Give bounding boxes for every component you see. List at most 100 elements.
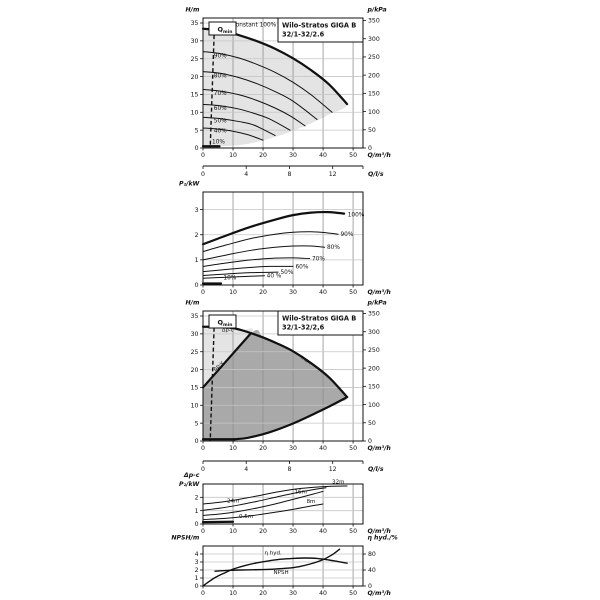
chart-title: 32/1-32/2.6 [282, 31, 325, 39]
qmin-limit-line [209, 327, 215, 442]
curve-label: 24m [227, 498, 239, 504]
right-tick-label: 250 [368, 54, 380, 61]
x-tick-label: 30 [289, 590, 297, 597]
curve-label: 90% [340, 232, 353, 238]
right-tick-label: 200 [368, 365, 380, 372]
x-tick-label: 20 [259, 152, 267, 159]
axis-title: p/kPa [367, 7, 387, 14]
y-tick-label: 1 [195, 257, 199, 264]
series-n-50% [202, 116, 276, 136]
qmin-box [208, 21, 237, 36]
y-tick-label: 0 [195, 282, 199, 289]
series-NPSH [214, 548, 341, 572]
right-tick-label: 350 [368, 18, 380, 25]
x-tick-label: 0 [201, 152, 205, 159]
axis-title: p/kPa [367, 300, 387, 307]
x-tick-label: 40 [319, 528, 327, 535]
x-tick-label: 30 [289, 445, 297, 452]
series-P-70% [202, 257, 311, 267]
curve-label: 80% [214, 73, 227, 79]
plot-frame [202, 483, 364, 525]
x-tick-label: 20 [259, 590, 267, 597]
curve-label: 50% [280, 270, 293, 276]
y-tick-label: 3 [195, 207, 199, 214]
x-tick-label: 10 [229, 289, 237, 296]
x-tick-label: 40 [319, 590, 327, 597]
right-tick-label: 0 [368, 438, 372, 445]
y-tick-label: 30 [191, 331, 199, 338]
axis-title: NPSH/m [171, 535, 200, 542]
curve-label: 10% [212, 139, 225, 145]
curve-label: 60% [214, 106, 227, 112]
series-n-60% [202, 103, 291, 131]
y-tick-label: 2 [195, 567, 199, 574]
x-tick-label: 40 [319, 152, 327, 159]
curve-label: 40% [214, 129, 227, 135]
y-tick-label: 0 [195, 145, 199, 152]
x-tick-label: 50 [349, 528, 357, 535]
series-P-40% [202, 275, 266, 279]
x-tick-label: 0 [201, 528, 205, 535]
axis2-tick-label: 4 [244, 171, 248, 178]
y-tick-label: 5 [195, 420, 199, 427]
curve-label: 90% [214, 54, 227, 60]
axis2-tick-label: 0 [201, 171, 205, 178]
curve-label: 16m [295, 489, 307, 495]
x-tick-label: 10 [229, 590, 237, 597]
series-min-curve [233, 395, 349, 441]
y-tick-label: 15 [191, 385, 199, 392]
curve-label: 70% [214, 91, 227, 97]
axis2-tick-label: 0 [201, 466, 205, 473]
x-tick-label: 50 [349, 590, 357, 597]
y-tick-label: 10 [191, 109, 199, 116]
series-P-50% [202, 271, 279, 276]
y-tick-label: 25 [191, 349, 199, 356]
curve-label: 60% [295, 264, 308, 270]
curve-label: 10% [223, 275, 236, 281]
series-P-80% [202, 245, 326, 261]
right-tick-label: 250 [368, 347, 380, 354]
right-tick-label: 80 [368, 551, 376, 558]
y-tick-label: 2 [195, 495, 199, 502]
dp-v-range [203, 330, 348, 440]
y-tick-label: 35 [191, 20, 199, 27]
right-tick-label: 300 [368, 329, 380, 336]
axis2-title: Q/l/s [368, 466, 384, 473]
series-H-32m [202, 485, 348, 505]
right-tick-label: 40 [368, 567, 376, 574]
y-tick-label: 1 [195, 575, 199, 582]
right-tick-label: 50 [368, 127, 376, 134]
x-tick-label: 20 [259, 289, 267, 296]
series-n-40% [202, 127, 264, 141]
right-tick-label: 100 [368, 109, 380, 116]
series-H-8m [202, 503, 324, 521]
curve-label: 70% [312, 257, 325, 263]
series-n-90% [202, 51, 333, 113]
x-tick-label: 50 [349, 289, 357, 296]
series-n-80% [202, 71, 318, 120]
x-tick-label: 10 [229, 152, 237, 159]
curve-label: NPSH [274, 570, 289, 576]
x-tick-label: 0 [201, 590, 205, 597]
qmin-box [208, 314, 237, 329]
x-tick-label: 20 [259, 445, 267, 452]
x-tick-label: 30 [289, 528, 297, 535]
chart-title: Wilo-Stratos GIGA B [282, 315, 356, 323]
chart-title: Wilo-Stratos GIGA B [282, 22, 356, 30]
x-tick-label: 40 [319, 445, 327, 452]
x-tick-label: 30 [289, 152, 297, 159]
curve-label: 100% [348, 213, 365, 219]
x-tick-label: 20 [259, 528, 267, 535]
y-tick-label: 2 [195, 232, 199, 239]
qmin-box-label: Qmin [218, 26, 233, 35]
curve-label: 8m [307, 499, 316, 505]
title-box [277, 310, 364, 336]
y-tick-label: 20 [191, 74, 199, 81]
curve-label: η hyd. [265, 550, 282, 556]
plot-frame [202, 191, 364, 286]
axis-title: Δp-c [183, 472, 200, 479]
y-tick-label: 10 [191, 402, 199, 409]
curve-label: 80% [327, 245, 340, 251]
